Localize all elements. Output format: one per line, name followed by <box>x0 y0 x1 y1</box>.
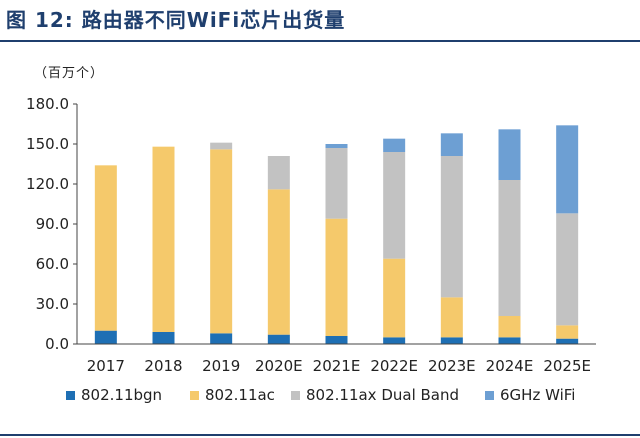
bar-segment-802-11ac <box>210 149 233 334</box>
bar-segment-802-11ax-dual-band <box>440 156 463 298</box>
legend-item: 6GHz WiFi <box>485 386 575 404</box>
bar-segment-802-11bgn <box>383 337 406 344</box>
bar-segment-802-11bgn <box>325 336 348 344</box>
bar-segment-6ghz-wifi <box>383 138 406 152</box>
bar-segment-802-11bgn <box>94 330 117 344</box>
bar-segment-802-11bgn <box>498 337 521 344</box>
bar-segment-802-11ac <box>556 325 579 339</box>
bar-segment-802-11ac <box>267 189 290 335</box>
bar-segment-802-11bgn <box>210 333 233 344</box>
x-tick-label: 2019 <box>202 357 240 375</box>
y-tick-label: 90.0 <box>36 215 69 233</box>
bar-segment-802-11bgn <box>440 337 463 344</box>
x-tick-label: 2021E <box>313 357 361 375</box>
x-tick-label: 2024E <box>486 357 534 375</box>
legend-label: 802.11ac <box>205 386 275 404</box>
y-tick-label: 60.0 <box>36 255 69 273</box>
bar-segment-6ghz-wifi <box>556 125 579 214</box>
bar-segment-802-11ax-dual-band <box>210 142 233 150</box>
bar-segment-802-11ac <box>498 316 521 338</box>
legend-swatch <box>291 390 300 400</box>
bar-segment-802-11bgn <box>152 332 175 344</box>
legend-label: 802.11ax Dual Band <box>306 386 460 404</box>
legend-swatch <box>66 390 75 400</box>
figure-title: 图 12: 路由器不同WiFi芯片出货量 <box>6 8 346 32</box>
x-tick-label: 2025E <box>543 357 591 375</box>
bar-segment-6ghz-wifi <box>440 133 463 156</box>
y-tick-label: 0.0 <box>45 335 69 353</box>
bottom-rule <box>0 434 640 436</box>
y-axis-unit-label: （百万个） <box>34 66 105 81</box>
legend-swatch <box>485 390 494 400</box>
legend-item: 802.11ac <box>190 386 275 404</box>
legend-label: 802.11bgn <box>81 386 163 404</box>
x-tick-label: 2020E <box>255 357 303 375</box>
bar-segment-6ghz-wifi <box>325 144 348 148</box>
bar-segment-802-11ax-dual-band <box>556 213 579 326</box>
bar-segment-802-11ax-dual-band <box>325 148 348 219</box>
bar-segment-802-11bgn <box>556 338 579 344</box>
y-tick-label: 150.0 <box>26 135 69 153</box>
bar-segment-802-11ac <box>325 218 348 336</box>
legend-label: 6GHz WiFi <box>500 386 576 404</box>
x-tick-label: 2017 <box>87 357 125 375</box>
bar-segment-802-11ac <box>94 165 117 331</box>
x-tick-label: 2022E <box>370 357 418 375</box>
y-tick-label: 180.0 <box>26 95 69 113</box>
chart-legend: 802.11bgn 802.11ac 802.11ax Dual Band 6GHz … <box>0 386 640 414</box>
bar-segment-802-11ax-dual-band <box>383 152 406 259</box>
bar-segment-802-11ac <box>383 258 406 338</box>
bar-segment-802-11ax-dual-band <box>498 180 521 316</box>
bar-segment-802-11ac <box>152 146 175 332</box>
bar-segment-6ghz-wifi <box>498 129 521 180</box>
y-tick-label: 30.0 <box>36 295 69 313</box>
x-tick-label: 2018 <box>144 357 182 375</box>
legend-swatch <box>190 390 199 400</box>
x-tick-label: 2023E <box>428 357 476 375</box>
bar-segment-802-11ax-dual-band <box>267 156 290 190</box>
y-tick-label: 120.0 <box>26 175 69 193</box>
bar-segment-802-11ac <box>440 297 463 338</box>
legend-item: 802.11bgn <box>66 386 162 404</box>
legend-item: 802.11ax Dual Band <box>291 386 459 404</box>
figure-title-bar: 图 12: 路由器不同WiFi芯片出货量 <box>0 0 640 42</box>
bar-segment-802-11bgn <box>267 334 290 344</box>
stacked-bar-chart: 0.0 30.0 60.0 90.0 120.0 150.0 180.0 2017 2018 20… <box>26 95 596 375</box>
